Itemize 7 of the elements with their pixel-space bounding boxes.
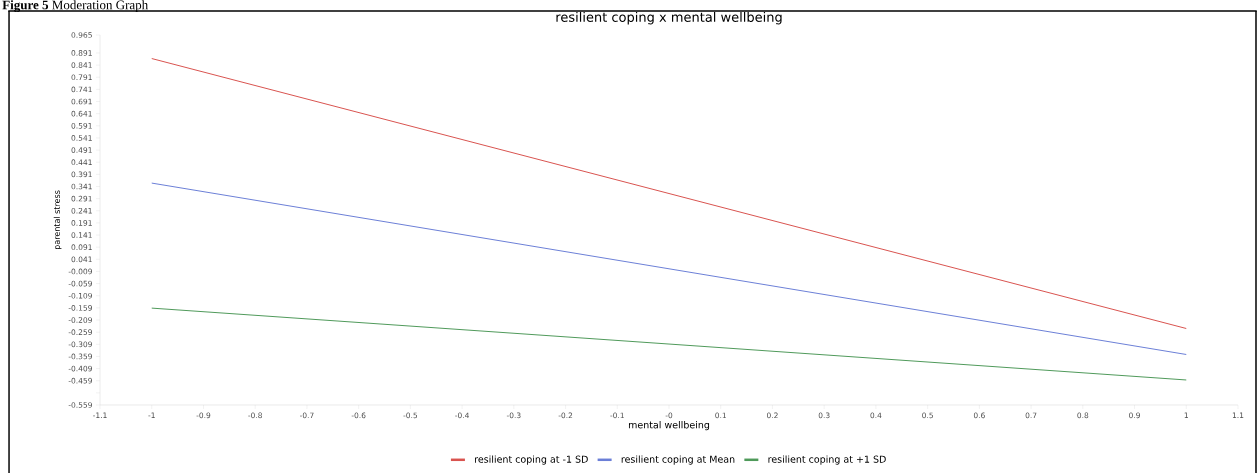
chart-title: resilient coping x mental wellbeing xyxy=(556,12,782,25)
legend-label: resilient coping at -1 SD xyxy=(475,455,588,465)
legend-label: resilient coping at Mean xyxy=(621,455,735,465)
text: Figure 5 Moderation Graph xyxy=(2,0,149,13)
legend-label: resilient coping at +1 SD xyxy=(768,455,886,465)
y-axis-title: parental stress xyxy=(53,190,62,250)
x-axis-title: mental wellbeing xyxy=(628,421,710,431)
